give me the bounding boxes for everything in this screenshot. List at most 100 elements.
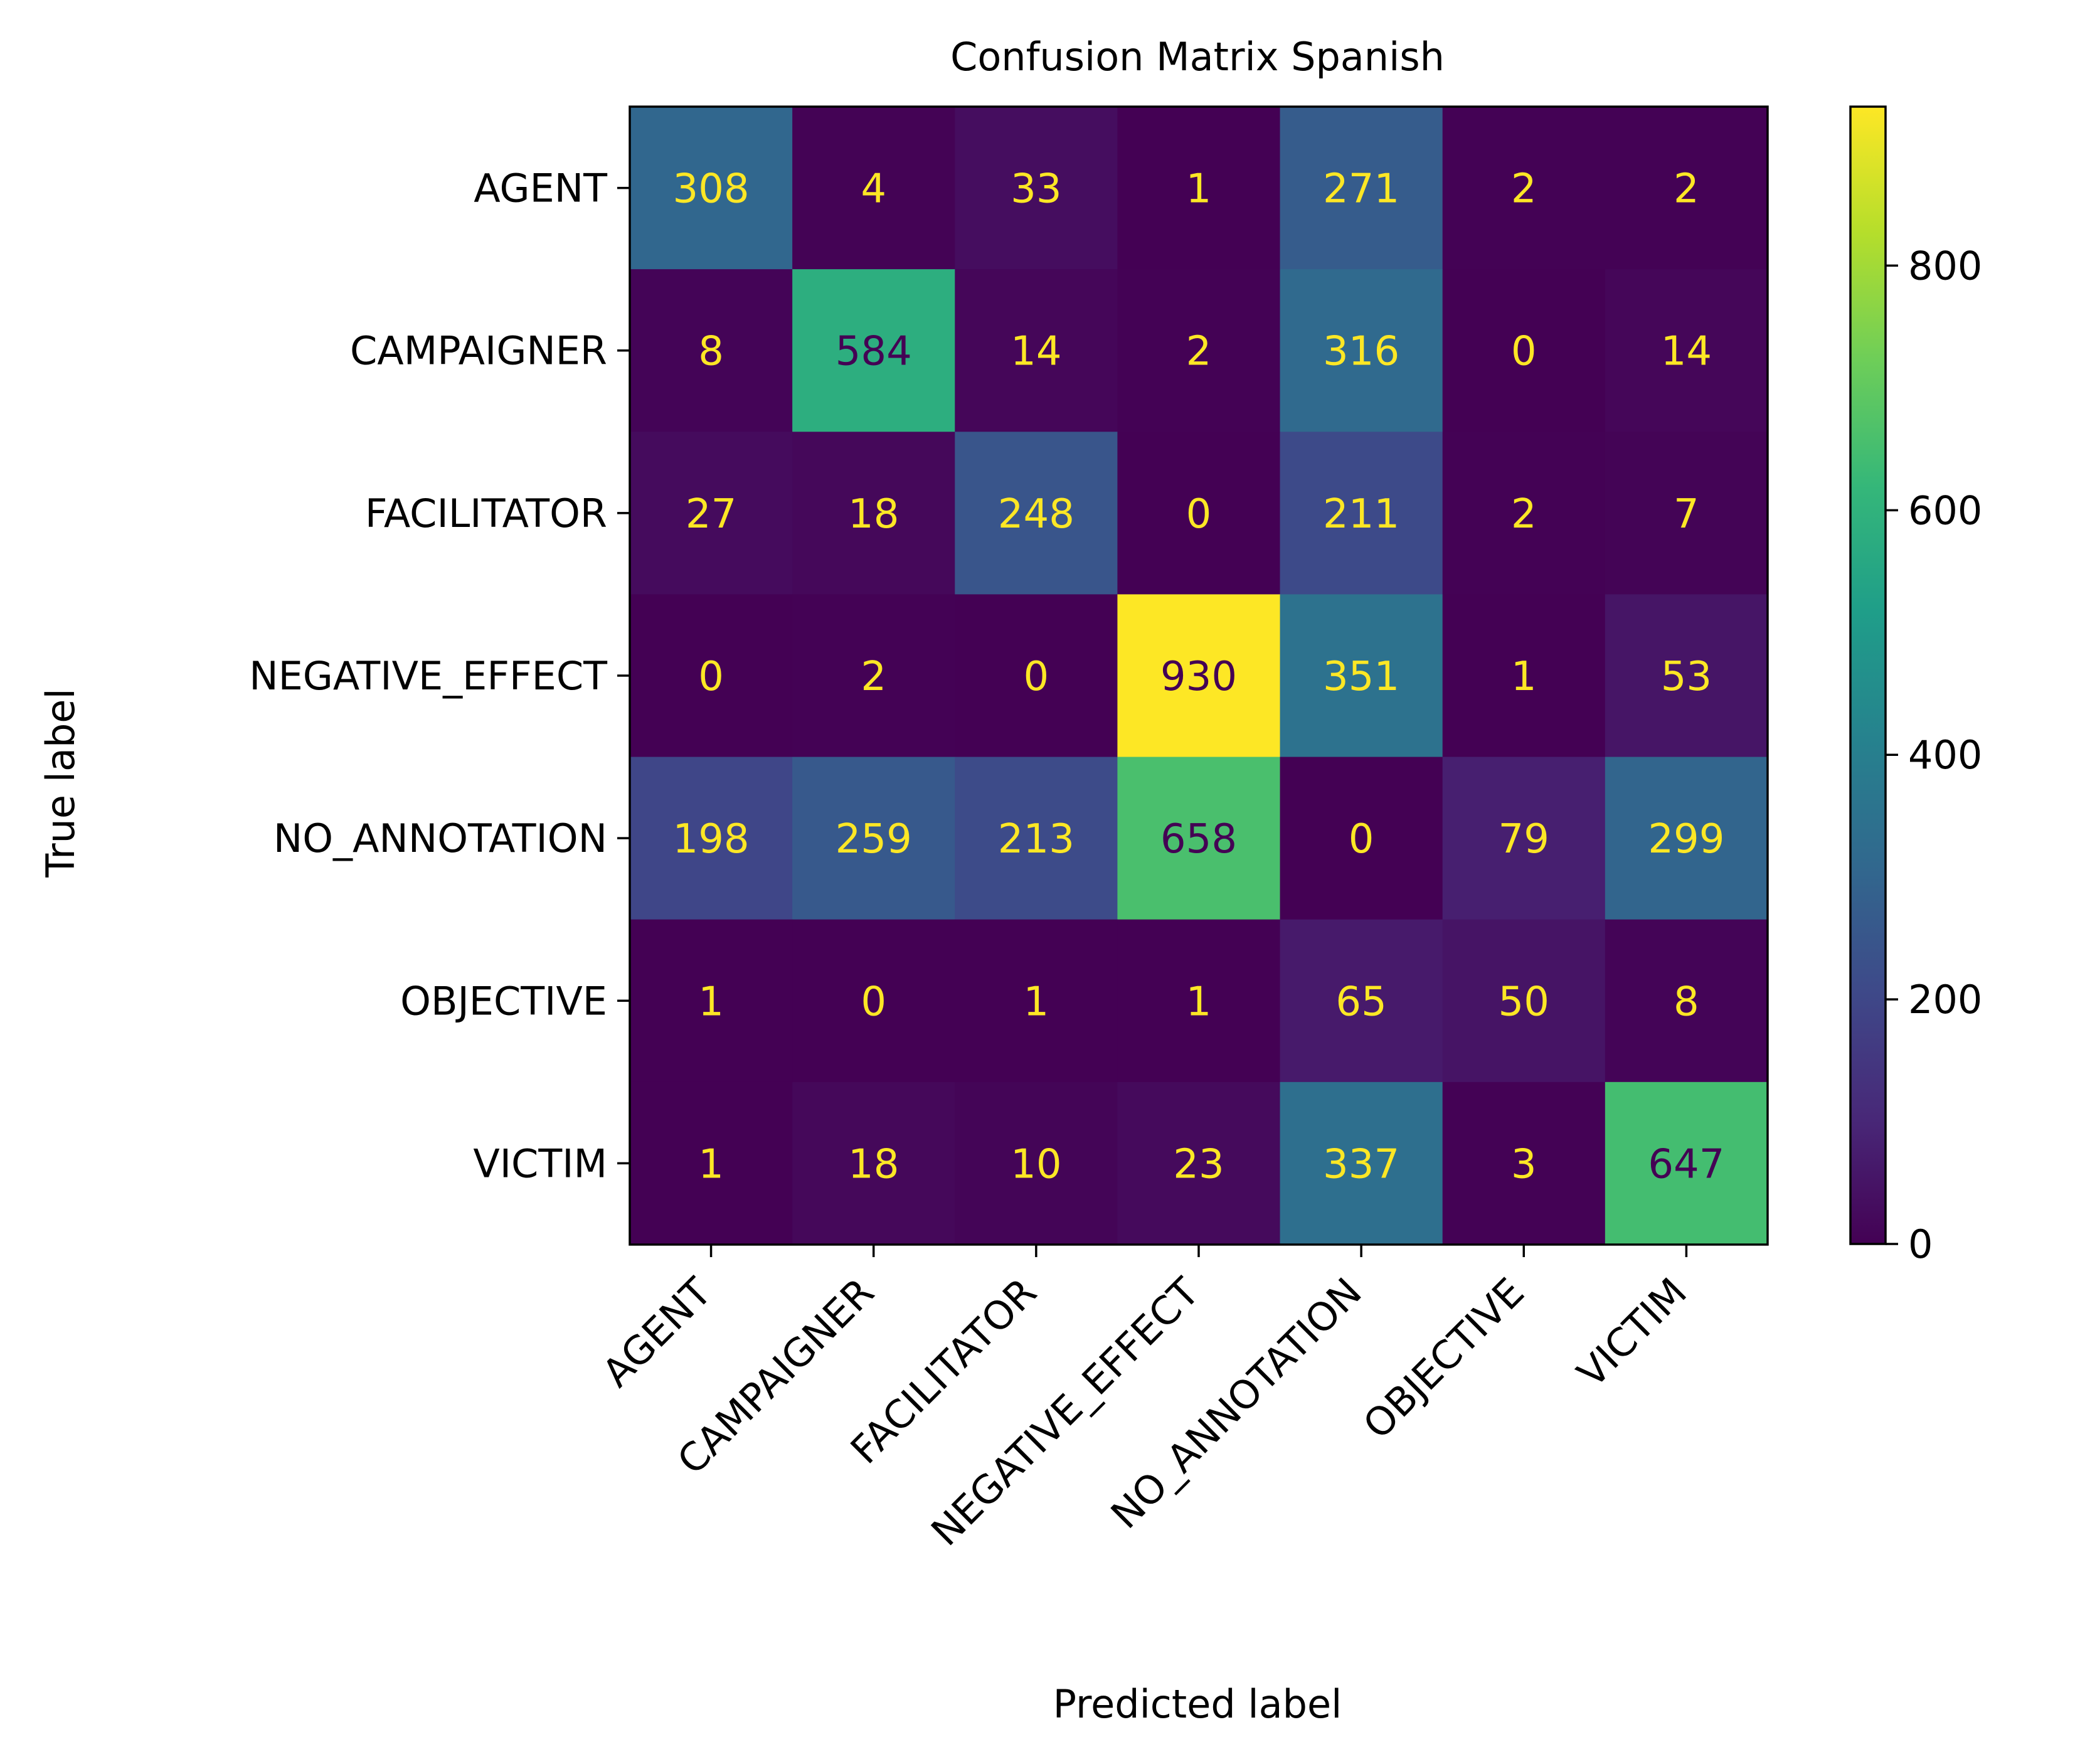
heatmap-cell: [630, 107, 793, 270]
colorbar: 0 200 400 600 800: [1849, 105, 1982, 1267]
heatmap-cell: [792, 757, 955, 920]
heatmap-cell: [1442, 757, 1606, 920]
y-tick-label: VICTIM: [473, 1140, 607, 1186]
cell-value-label: 2: [1674, 166, 1699, 213]
heatmap-cell: [955, 919, 1118, 1083]
cell-value-label: 8: [1674, 979, 1699, 1025]
cell-value-label: 0: [861, 979, 886, 1025]
heatmap-cell: [1442, 269, 1606, 432]
y-tick-label: NEGATIVE_EFFECT: [249, 653, 608, 699]
y-axis-ticks: AGENT CAMPAIGNER FACILITATOR NEGATIVE_EFFEC…: [249, 166, 630, 1186]
cell-value-label: 1: [1186, 166, 1212, 213]
cell-value-label: 0: [1186, 491, 1212, 538]
cell-value-label: 2: [861, 654, 886, 700]
cell-value-label: 50: [1499, 979, 1549, 1025]
cell-value-label: 23: [1173, 1141, 1224, 1188]
heatmap-cell: [1117, 107, 1281, 270]
heatmap-cell: [955, 757, 1118, 920]
heatmap-cell: [1117, 757, 1281, 920]
heatmap-cell: [792, 107, 955, 270]
heatmap-cell: [1442, 107, 1606, 270]
y-tick-label: CAMPAIGNER: [350, 328, 607, 374]
cell-value-label: 1: [698, 979, 724, 1025]
chart-title: Confusion Matrix Spanish: [950, 34, 1445, 80]
cell-value-label: 930: [1160, 654, 1237, 700]
heatmap-cell: [955, 1081, 1118, 1245]
heatmap-cell: [1442, 594, 1606, 758]
heatmap-cell: [955, 432, 1118, 595]
heatmap-cell: [1605, 432, 1768, 595]
cell-value-label: 0: [698, 654, 724, 700]
heatmap-cell: [630, 919, 793, 1083]
heatmap-cell: [1280, 269, 1443, 432]
cell-value-label: 14: [1661, 329, 1712, 375]
heatmap-cell: [1117, 919, 1281, 1083]
cell-value-label: 18: [848, 491, 899, 538]
cell-value-label: 2: [1511, 166, 1537, 213]
heatmap-cell: [1117, 269, 1281, 432]
cell-value-label: 7: [1674, 491, 1699, 538]
cell-value-label: 213: [998, 816, 1074, 863]
cell-value-label: 0: [1511, 329, 1537, 375]
cell-value-label: 18: [848, 1141, 899, 1188]
heatmap-cell: [1605, 919, 1768, 1083]
heatmap-cell: [792, 269, 955, 432]
cell-value-label: 337: [1323, 1141, 1399, 1188]
heatmap-cell: [1605, 1081, 1768, 1245]
x-axis-title: Predicted label: [1053, 1681, 1342, 1727]
heatmap-cell: [1117, 1081, 1281, 1245]
cell-value-label: 33: [1011, 166, 1061, 213]
cell-value-label: 211: [1323, 491, 1399, 538]
heatmap-cell: [630, 432, 793, 595]
heatmap-cell: [792, 919, 955, 1083]
heatmap-cell: [630, 1081, 793, 1245]
colorbar-tick-label: 0: [1908, 1221, 1933, 1267]
colorbar-gradient: [1849, 105, 1887, 1245]
heatmap-cell: [955, 594, 1118, 758]
heatmap-cell: [1280, 757, 1443, 920]
cell-value-label: 351: [1323, 654, 1399, 700]
colorbar-tick-label: 600: [1908, 487, 1982, 533]
cell-value-label: 299: [1648, 816, 1724, 863]
cell-value-label: 259: [836, 816, 912, 863]
y-tick-label: OBJECTIVE: [400, 978, 607, 1024]
colorbar-tick-label: 800: [1908, 243, 1982, 289]
heatmap-cell: [1117, 432, 1281, 595]
cell-value-label: 0: [1023, 654, 1049, 700]
heatmap-cell: [1442, 919, 1606, 1083]
cell-value-label: 647: [1648, 1141, 1724, 1188]
cell-value-label: 316: [1323, 329, 1399, 375]
cell-value-label: 584: [836, 329, 912, 375]
heatmap-cell: [1280, 1081, 1443, 1245]
y-axis-title: True label: [38, 688, 83, 878]
cell-value-label: 10: [1011, 1141, 1061, 1188]
heatmap-cell: [630, 269, 793, 432]
heatmap-cell: [1605, 107, 1768, 270]
y-tick-label: NO_ANNOTATION: [273, 816, 607, 861]
heatmap-cell: [1442, 432, 1606, 595]
heatmap-cells: [629, 105, 1769, 1246]
cell-value-label: 0: [1349, 816, 1374, 863]
cell-value-label: 271: [1323, 166, 1399, 213]
cell-value-label: 308: [672, 166, 749, 213]
cell-value-label: 1: [1511, 654, 1537, 700]
cell-value-label: 65: [1335, 979, 1386, 1025]
cell-value-label: 1: [698, 1141, 724, 1188]
cell-value-label: 3: [1511, 1141, 1537, 1188]
cell-value-label: 14: [1011, 329, 1061, 375]
heatmap-cell: [1280, 919, 1443, 1083]
cell-value-label: 2: [1186, 329, 1212, 375]
heatmap-cell: [1442, 1081, 1606, 1245]
y-tick-label: FACILITATOR: [365, 491, 607, 536]
colorbar-tick-label: 400: [1908, 732, 1982, 778]
heatmap-cell: [1280, 432, 1443, 595]
heatmap-cell: [1605, 594, 1768, 758]
heatmap-cell: [1117, 594, 1281, 758]
heatmap-cell: [792, 432, 955, 595]
heatmap-cell: [955, 107, 1118, 270]
cell-value-label: 53: [1661, 654, 1712, 700]
cell-value-label: 1: [1186, 979, 1212, 1025]
y-tick-label: AGENT: [474, 166, 608, 211]
